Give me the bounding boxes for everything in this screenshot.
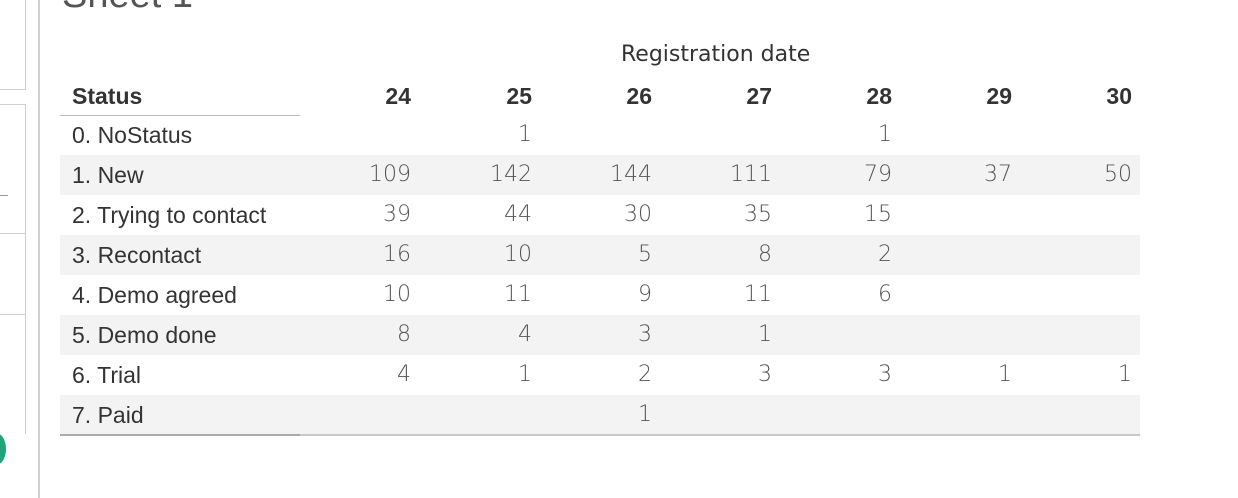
table-cell[interactable]	[1052, 395, 1132, 435]
table-cell[interactable]: 11	[504, 282, 532, 307]
row-status-label[interactable]: 7. Paid	[72, 402, 144, 428]
table-cell[interactable]: 144	[610, 162, 652, 187]
table-cell[interactable]: 3	[878, 362, 892, 387]
table-cell[interactable]: 1	[878, 122, 892, 147]
table-cell[interactable]	[452, 395, 532, 435]
row-status-label[interactable]: 2. Trying to contact	[72, 202, 267, 228]
table-cell[interactable]	[812, 395, 892, 435]
row-status-label[interactable]: 1. New	[72, 162, 144, 188]
table-cell[interactable]	[1052, 195, 1132, 235]
sidebar-field[interactable]	[0, 233, 26, 315]
column-header[interactable]: 29	[986, 83, 1012, 109]
table-cell[interactable]: 35	[744, 202, 772, 227]
table-cell[interactable]	[1052, 275, 1132, 315]
table-cell[interactable]	[1052, 315, 1132, 355]
table-cell[interactable]: 44	[504, 202, 532, 227]
table-cell[interactable]	[932, 315, 1012, 355]
table-row: 1. New 109 142 144 111 79 37 50	[60, 155, 1140, 195]
header-row: Status 24 25 26 27 28 29 30	[60, 76, 1140, 116]
table-row: 6. Trial 4 1 2 3 3 1 1	[60, 355, 1140, 395]
column-header[interactable]: 25	[506, 83, 532, 109]
table-cell[interactable]: 1	[998, 362, 1012, 387]
column-header[interactable]: 27	[746, 83, 772, 109]
header-divider	[60, 115, 300, 116]
sheet-title: Sheet 1	[62, 0, 193, 17]
table-bottom-border	[60, 434, 1140, 436]
table-cell[interactable]	[932, 395, 1012, 435]
table-cell[interactable]: 6	[878, 282, 892, 307]
table-cell[interactable]: 1	[638, 402, 652, 427]
column-group-title: Registration date	[621, 42, 811, 67]
row-status-label[interactable]: 4. Demo agreed	[72, 282, 237, 308]
table-cell[interactable]: 11	[744, 282, 772, 307]
table-row: 4. Demo agreed 10 11 9 11 6	[60, 275, 1140, 315]
table-cell[interactable]: 1	[1118, 362, 1132, 387]
table-cell[interactable]: 79	[864, 162, 892, 187]
table-cell[interactable]: 1	[518, 122, 532, 147]
table-cell[interactable]: 142	[490, 162, 532, 187]
table-cell[interactable]: 1	[518, 362, 532, 387]
sidebar-card[interactable]	[0, 0, 26, 90]
column-header[interactable]: 26	[626, 83, 652, 109]
table-cell[interactable]: 3	[758, 362, 772, 387]
table-cell[interactable]: 8	[758, 242, 772, 267]
sidebar-divider	[0, 195, 8, 196]
table-cell[interactable]: 37	[984, 162, 1012, 187]
column-header[interactable]: 28	[866, 83, 892, 109]
column-header[interactable]: 24	[385, 83, 411, 109]
table-cell[interactable]	[692, 115, 772, 155]
table-cell[interactable]: 15	[864, 202, 892, 227]
left-sidebar	[0, 0, 40, 498]
row-header-label[interactable]: Status	[72, 83, 143, 109]
table-cell[interactable]: 1	[758, 322, 772, 347]
table-cell[interactable]	[932, 115, 1012, 155]
row-header-bottom-border	[60, 434, 300, 436]
table-cell[interactable]: 111	[730, 162, 772, 187]
row-status-label[interactable]: 5. Demo done	[72, 322, 217, 348]
row-status-label[interactable]: 6. Trial	[72, 362, 142, 388]
table-cell[interactable]: 8	[397, 322, 411, 347]
table-cell[interactable]: 16	[383, 242, 411, 267]
table-cell[interactable]: 10	[504, 242, 532, 267]
row-status-label[interactable]: 3. Recontact	[72, 242, 202, 268]
table-cell[interactable]	[1052, 235, 1132, 275]
table-cell[interactable]: 30	[624, 202, 652, 227]
table-cell[interactable]	[932, 195, 1012, 235]
table-cell[interactable]	[692, 395, 772, 435]
table-row: 7. Paid 1	[60, 395, 1140, 435]
table-cell[interactable]: 10	[383, 282, 411, 307]
table-cell[interactable]: 4	[518, 322, 532, 347]
table-cell[interactable]: 3	[638, 322, 652, 347]
table-cell[interactable]: 5	[638, 242, 652, 267]
table-cell[interactable]	[932, 235, 1012, 275]
table-cell[interactable]	[572, 115, 652, 155]
table-cell[interactable]: 2	[878, 242, 892, 267]
table-cell[interactable]	[812, 315, 892, 355]
table-cell[interactable]	[932, 275, 1012, 315]
table-row: 2. Trying to contact 39 44 30 35 15	[60, 195, 1140, 235]
column-header[interactable]: 30	[1106, 83, 1132, 109]
table-cell[interactable]: 4	[397, 362, 411, 387]
row-status-label[interactable]: 0. NoStatus	[72, 122, 193, 148]
table-cell[interactable]: 2	[638, 362, 652, 387]
table-row: 0. NoStatus 1 1	[60, 115, 1140, 155]
table-cell[interactable]	[331, 395, 411, 435]
table-cell[interactable]: 50	[1104, 162, 1132, 187]
table-cell[interactable]: 39	[383, 202, 411, 227]
table-cell[interactable]: 9	[638, 282, 652, 307]
table-row: 5. Demo done 8 4 3 1	[60, 315, 1140, 355]
table-cell[interactable]	[1052, 115, 1132, 155]
table-cell[interactable]: 109	[369, 162, 411, 187]
table-row: 3. Recontact 16 10 5 8 2	[60, 235, 1140, 275]
status-dot-icon[interactable]	[0, 433, 6, 465]
table-cell[interactable]	[331, 115, 411, 155]
